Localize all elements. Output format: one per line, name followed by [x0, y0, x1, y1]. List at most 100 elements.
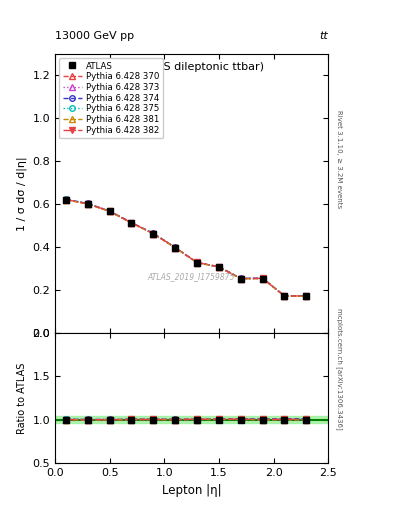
Pythia 6.428 381 — [85, 201, 90, 207]
Pythia 6.428 382 — [304, 293, 309, 299]
Pythia 6.428 375 — [173, 245, 178, 251]
Pythia 6.428 382 — [239, 275, 243, 282]
Pythia 6.428 382 — [217, 264, 221, 270]
Pythia 6.428 370 — [129, 220, 134, 226]
Pythia 6.428 373 — [151, 231, 156, 237]
Pythia 6.428 381 — [173, 245, 178, 251]
Pythia 6.428 382 — [173, 245, 178, 251]
Pythia 6.428 382 — [260, 275, 265, 282]
Pythia 6.428 375 — [129, 220, 134, 226]
ATLAS — [173, 245, 178, 251]
Text: mcplots.cern.ch [arXiv:1306.3436]: mcplots.cern.ch [arXiv:1306.3436] — [336, 308, 343, 430]
Line: Pythia 6.428 382: Pythia 6.428 382 — [63, 197, 309, 298]
Pythia 6.428 373 — [85, 201, 90, 207]
Pythia 6.428 373 — [107, 208, 112, 215]
Pythia 6.428 374 — [107, 208, 112, 214]
Y-axis label: Ratio to ATLAS: Ratio to ATLAS — [17, 362, 27, 434]
Pythia 6.428 375 — [151, 230, 156, 237]
ATLAS — [64, 197, 68, 203]
Line: Pythia 6.428 374: Pythia 6.428 374 — [63, 197, 309, 298]
ATLAS — [129, 220, 134, 226]
Pythia 6.428 374 — [304, 293, 309, 299]
Pythia 6.428 382 — [107, 208, 112, 215]
ATLAS — [304, 293, 309, 299]
Pythia 6.428 374 — [64, 196, 68, 202]
Pythia 6.428 375 — [217, 264, 221, 270]
Line: Pythia 6.428 370: Pythia 6.428 370 — [63, 197, 309, 298]
Pythia 6.428 375 — [64, 196, 68, 202]
Pythia 6.428 374 — [129, 220, 134, 226]
Text: ATLAS_2019_I1759875: ATLAS_2019_I1759875 — [148, 272, 235, 282]
Pythia 6.428 374 — [195, 260, 199, 266]
Pythia 6.428 382 — [129, 220, 134, 226]
Pythia 6.428 370 — [195, 260, 199, 266]
ATLAS — [195, 260, 199, 266]
Pythia 6.428 381 — [151, 231, 156, 237]
ATLAS — [151, 231, 156, 237]
Pythia 6.428 370 — [217, 264, 221, 270]
Text: 13000 GeV pp: 13000 GeV pp — [55, 31, 134, 41]
Pythia 6.428 373 — [129, 220, 134, 226]
ATLAS — [282, 293, 287, 299]
Pythia 6.428 381 — [64, 197, 68, 203]
Line: Pythia 6.428 375: Pythia 6.428 375 — [63, 197, 309, 298]
Pythia 6.428 382 — [151, 230, 156, 237]
Pythia 6.428 374 — [173, 244, 178, 250]
Pythia 6.428 382 — [282, 293, 287, 299]
Pythia 6.428 374 — [217, 264, 221, 270]
ATLAS — [260, 275, 265, 282]
Pythia 6.428 381 — [304, 293, 309, 299]
Pythia 6.428 374 — [260, 275, 265, 281]
Pythia 6.428 370 — [85, 201, 90, 207]
Pythia 6.428 370 — [260, 275, 265, 282]
ATLAS — [107, 208, 112, 215]
Pythia 6.428 370 — [239, 275, 243, 282]
Pythia 6.428 381 — [217, 264, 221, 270]
Pythia 6.428 374 — [282, 293, 287, 299]
X-axis label: Lepton |η|: Lepton |η| — [162, 484, 221, 497]
Pythia 6.428 374 — [85, 200, 90, 206]
Pythia 6.428 370 — [173, 245, 178, 251]
Pythia 6.428 370 — [304, 293, 309, 299]
Pythia 6.428 375 — [195, 260, 199, 266]
Pythia 6.428 373 — [260, 275, 265, 282]
Pythia 6.428 374 — [151, 230, 156, 237]
ATLAS — [239, 276, 243, 282]
Pythia 6.428 375 — [107, 208, 112, 215]
Pythia 6.428 373 — [217, 264, 221, 270]
Pythia 6.428 375 — [239, 275, 243, 282]
Bar — [55, 416, 328, 423]
Pythia 6.428 381 — [260, 275, 265, 282]
Line: ATLAS: ATLAS — [62, 197, 310, 300]
Pythia 6.428 370 — [107, 208, 112, 215]
Pythia 6.428 381 — [107, 208, 112, 215]
Pythia 6.428 382 — [85, 201, 90, 207]
ATLAS — [85, 201, 90, 207]
Legend: ATLAS, Pythia 6.428 370, Pythia 6.428 373, Pythia 6.428 374, Pythia 6.428 375, P: ATLAS, Pythia 6.428 370, Pythia 6.428 37… — [59, 58, 163, 138]
Pythia 6.428 382 — [195, 260, 199, 266]
Text: tt: tt — [320, 31, 328, 41]
Pythia 6.428 373 — [173, 245, 178, 251]
Pythia 6.428 370 — [282, 293, 287, 299]
Pythia 6.428 370 — [64, 197, 68, 203]
Pythia 6.428 381 — [282, 293, 287, 299]
Line: Pythia 6.428 373: Pythia 6.428 373 — [63, 197, 309, 299]
Pythia 6.428 370 — [151, 230, 156, 237]
Text: Rivet 3.1.10, ≥ 3.2M events: Rivet 3.1.10, ≥ 3.2M events — [336, 110, 342, 208]
Line: Pythia 6.428 381: Pythia 6.428 381 — [63, 197, 309, 299]
Pythia 6.428 373 — [282, 293, 287, 299]
Pythia 6.428 375 — [304, 293, 309, 299]
Pythia 6.428 375 — [260, 275, 265, 282]
Pythia 6.428 375 — [282, 293, 287, 299]
Pythia 6.428 381 — [195, 260, 199, 266]
ATLAS — [217, 264, 221, 270]
Pythia 6.428 375 — [85, 201, 90, 207]
Pythia 6.428 382 — [64, 197, 68, 203]
Y-axis label: 1 / σ dσ / d|η|: 1 / σ dσ / d|η| — [17, 156, 27, 230]
Pythia 6.428 373 — [195, 260, 199, 266]
Pythia 6.428 381 — [129, 220, 134, 226]
Text: ηˡ (ATLAS dileptonic ttbar): ηˡ (ATLAS dileptonic ttbar) — [119, 62, 264, 72]
Pythia 6.428 373 — [239, 276, 243, 282]
Pythia 6.428 381 — [239, 276, 243, 282]
Pythia 6.428 373 — [64, 196, 68, 202]
